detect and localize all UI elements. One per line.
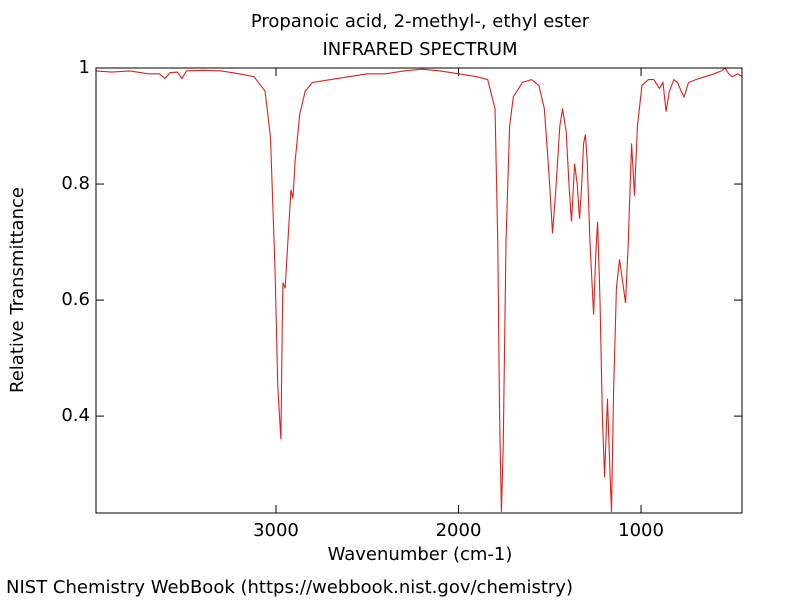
y-axis-label: Relative Transmittance: [7, 187, 28, 393]
y-tick-label: 1: [79, 57, 90, 78]
y-tick-label: 0.6: [61, 289, 90, 310]
y-tick-label: 0.4: [61, 405, 90, 426]
x-tick-label: 1000: [618, 520, 664, 541]
x-tick-label: 2000: [436, 520, 482, 541]
x-tick-label: 3000: [253, 520, 299, 541]
spectrum-line: [96, 67, 742, 512]
source-note: NIST Chemistry WebBook (https://webbook.…: [6, 577, 573, 598]
chart-title: Propanoic acid, 2-methyl-, ethyl ester: [251, 11, 590, 32]
x-axis-label: Wavenumber (cm-1): [328, 544, 513, 565]
y-tick-label: 0.8: [61, 173, 90, 194]
plot-frame: [95, 67, 743, 514]
chart-subtitle: INFRARED SPECTRUM: [322, 39, 517, 60]
